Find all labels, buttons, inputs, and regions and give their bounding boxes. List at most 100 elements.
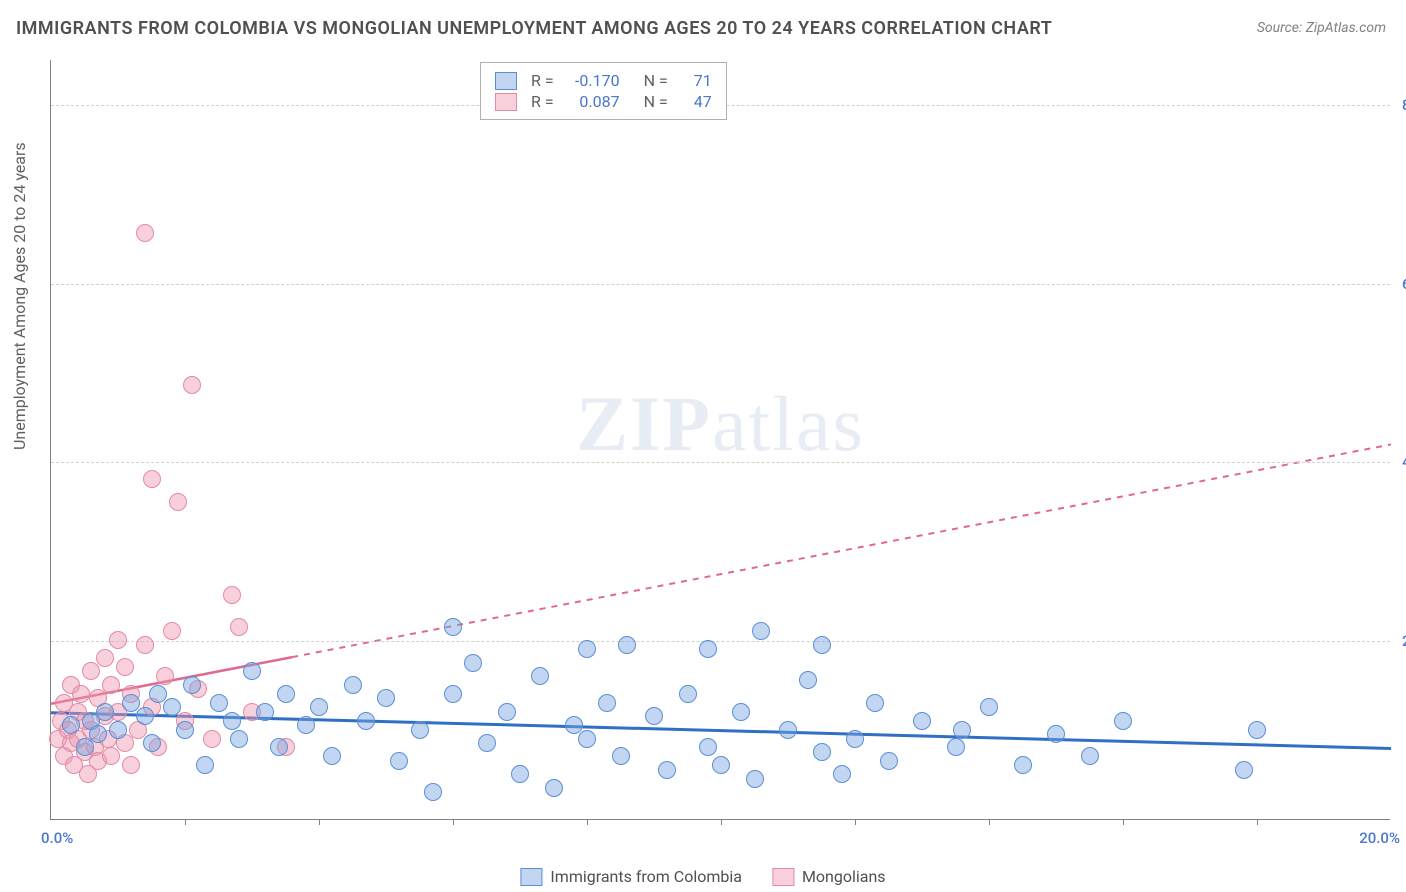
data-point [109,721,127,739]
data-point [96,703,114,721]
y-axis-label: Unemployment Among Ages 20 to 24 years [10,142,29,450]
data-point [390,752,408,770]
stat-r-value: 0.087 [564,92,620,111]
data-point [89,725,107,743]
data-point [176,721,194,739]
legend-item: Mongolians [772,867,886,886]
plot-area: ZIPatlas 0.0% 20.0% 20.0%40.0%60.0%80.0% [50,60,1390,820]
legend-swatch [772,868,794,886]
data-point [598,694,616,712]
gridline-h [51,641,1390,642]
data-point [270,738,288,756]
data-point [813,636,831,654]
legend-label: Immigrants from Colombia [550,867,742,886]
data-point [256,703,274,721]
data-point [323,747,341,765]
data-point [344,676,362,694]
data-point [203,730,221,748]
data-point [846,730,864,748]
data-point [357,712,375,730]
data-point [183,676,201,694]
data-point [578,730,596,748]
data-point [136,224,154,242]
data-point [618,636,636,654]
x-tick [185,819,186,825]
data-point [143,734,161,752]
data-point [511,765,529,783]
data-point [913,712,931,730]
data-point [545,779,563,797]
data-point [136,636,154,654]
data-point [156,667,174,685]
legend-swatch [520,868,542,886]
x-tick-max: 20.0% [1359,829,1400,847]
legend-row: R =0.087N =47 [495,92,712,111]
source-citation: Source: ZipAtlas.com [1257,20,1386,36]
data-point [163,622,181,640]
data-point [1014,756,1032,774]
data-point [243,662,261,680]
data-point [62,716,80,734]
data-point [658,761,676,779]
data-point [779,721,797,739]
x-tick-min: 0.0% [41,829,73,847]
data-point [96,649,114,667]
data-point [72,685,90,703]
x-tick [721,819,722,825]
x-tick [453,819,454,825]
data-point [76,738,94,756]
data-point [464,654,482,672]
legend-row: R = -0.170 N = 71 [495,71,712,90]
x-tick [989,819,990,825]
data-point [813,743,831,761]
data-point [163,698,181,716]
chart-title: IMMIGRANTS FROM COLOMBIA VS MONGOLIAN UN… [16,18,1052,39]
data-point [732,703,750,721]
data-point [612,747,630,765]
legend-swatch [495,93,517,111]
data-point [223,712,241,730]
x-tick [1123,819,1124,825]
data-point [183,376,201,394]
data-point [880,752,898,770]
y-tick-label: 60.0% [1394,275,1406,293]
stat-n-value: 71 [678,71,712,90]
data-point [866,694,884,712]
data-point [297,716,315,734]
data-point [1047,725,1065,743]
data-point [578,640,596,658]
data-point [277,685,295,703]
y-tick-label: 20.0% [1394,632,1406,650]
stat-r-label: R = [531,71,554,90]
data-point [1235,761,1253,779]
data-point [679,685,697,703]
data-point [102,747,120,765]
data-point [210,694,228,712]
y-tick-label: 40.0% [1394,453,1406,471]
stat-n-label: N = [644,71,668,90]
data-point [799,671,817,689]
data-point [82,662,100,680]
data-point [712,756,730,774]
data-point [411,721,429,739]
data-point [953,721,971,739]
data-point [752,622,770,640]
data-point [645,707,663,725]
legend-item: Immigrants from Colombia [520,867,742,886]
data-point [223,586,241,604]
data-point [746,770,764,788]
stat-n-value: 47 [678,92,712,111]
gridline-h [51,462,1390,463]
data-point [980,698,998,716]
data-point [1114,712,1132,730]
gridline-h [51,284,1390,285]
data-point [947,738,965,756]
data-point [1081,747,1099,765]
data-point [444,685,462,703]
data-point [1248,721,1266,739]
stats-legend: R = -0.170 N = 71R = 0.087 N = 47 [480,62,727,120]
stat-r-value: -0.170 [564,71,620,90]
data-point [699,738,717,756]
stat-n-label: N = [644,92,668,111]
data-point [169,493,187,511]
